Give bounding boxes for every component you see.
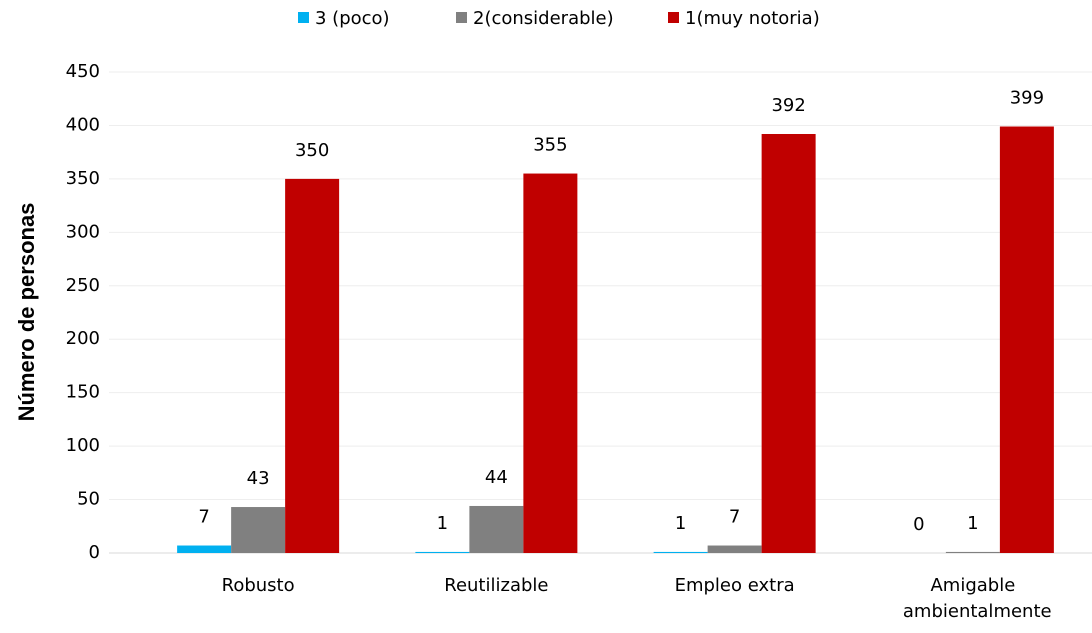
y-tick-label: 100 <box>66 435 100 456</box>
y-tick-label: 200 <box>66 328 100 349</box>
data-label: 392 <box>771 95 805 116</box>
x-tick-label: Amigable ambientalmente <box>902 575 1052 622</box>
y-tick-label: 350 <box>66 168 100 189</box>
data-label: 0 <box>913 514 924 535</box>
bar <box>653 551 708 553</box>
data-label: 43 <box>247 468 270 489</box>
bar <box>285 178 340 553</box>
y-tick-label: 50 <box>77 489 100 510</box>
data-label: 44 <box>485 467 508 488</box>
data-label: 355 <box>533 135 567 156</box>
data-label: 7 <box>198 507 209 528</box>
bar <box>177 545 232 553</box>
bar <box>415 551 470 553</box>
bar <box>761 133 816 554</box>
bar <box>469 505 524 553</box>
data-label: 399 <box>1010 88 1044 109</box>
x-tick-label: Reutilizable <box>444 575 549 596</box>
data-label: 1 <box>967 513 978 534</box>
bar <box>231 507 286 553</box>
data-label: 1 <box>675 513 686 534</box>
bar <box>999 126 1054 553</box>
y-axis-label: Número de personas <box>14 203 39 422</box>
legend-swatch <box>456 12 467 23</box>
data-label: 7 <box>729 507 740 528</box>
legend-swatch <box>668 12 679 23</box>
bar <box>523 173 578 554</box>
legend-label: 3 (poco) <box>315 8 390 29</box>
y-tick-label: 300 <box>66 221 100 242</box>
y-tick-label: 250 <box>66 275 100 296</box>
y-tick-label: 150 <box>66 382 100 403</box>
y-tick-label: 450 <box>66 61 100 82</box>
x-tick-label: Robusto <box>221 575 295 596</box>
legend-label: 2(considerable) <box>473 8 614 29</box>
x-tick-label: Empleo extra <box>674 575 795 596</box>
bar <box>945 551 1000 553</box>
legend-swatch <box>298 12 309 23</box>
legend-label: 1(muy notoria) <box>685 8 820 29</box>
y-tick-label: 400 <box>66 114 100 135</box>
data-label: 1 <box>437 513 448 534</box>
data-label: 350 <box>295 140 329 161</box>
bar <box>707 545 762 553</box>
y-tick-label: 0 <box>89 542 100 563</box>
